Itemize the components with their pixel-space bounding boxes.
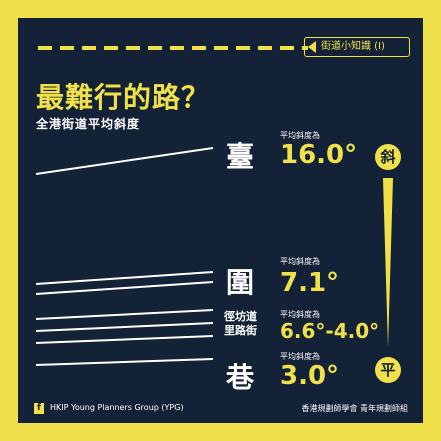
slope-scale-wedge [383,178,393,348]
slope-caption: 平均斜度為 [280,257,320,266]
series-tag: 街道小知識 (I) [304,37,410,57]
slope-line-gentle [35,358,214,366]
street-type-hong: 巷 [226,361,255,394]
slope-caption: 平均斜度為 [280,352,320,361]
series-tag-label: 街道小知識 (I) [321,41,385,52]
slope-value-wai: 7.1° [280,268,340,298]
slope-line-moderate-2 [35,271,214,285]
chevron-left-icon [308,41,316,53]
slope-line-steep [35,147,214,175]
slope-caption: 平均斜度為 [280,310,320,319]
slope-value-group: 6.6°-4.0° [280,319,380,343]
footer-org-chinese: 香港規劃師學會 青年規劃師組 [301,404,408,413]
facebook-icon: f [34,403,44,414]
scale-top-badge: 斜 [375,144,401,170]
poster-panel: 街道小知識 (I) 最難行的路？ 全港街道平均斜度 臺 平均斜度為 16.0° … [18,18,423,423]
street-type-group-line1: 徑坊道 [224,310,257,323]
slope-line-mid-3 [35,335,214,344]
slope-line-mid-2 [35,322,214,332]
slope-line-moderate-1 [35,281,214,295]
slope-line-mid-1 [35,309,214,320]
street-type-tai: 臺 [226,140,255,173]
poster-title: 最難行的路？ [36,81,211,114]
header-dashed-line [38,46,308,50]
slope-caption: 平均斜度為 [280,131,320,140]
poster-subtitle: 全港街道平均斜度 [36,117,141,131]
street-type-group-line2: 里路街 [224,324,257,337]
footer: f HKIP Young Planners Group (YPG) 香港規劃師學… [34,403,408,415]
slope-lines-illustration [35,147,214,366]
street-type-wai: 圍 [226,266,255,299]
footer-org-english: HKIP Young Planners Group (YPG) [50,403,184,412]
slope-value-hong: 3.0° [280,361,340,391]
scale-bottom-badge: 平 [375,357,401,383]
slope-value-tai: 16.0° [280,140,358,170]
